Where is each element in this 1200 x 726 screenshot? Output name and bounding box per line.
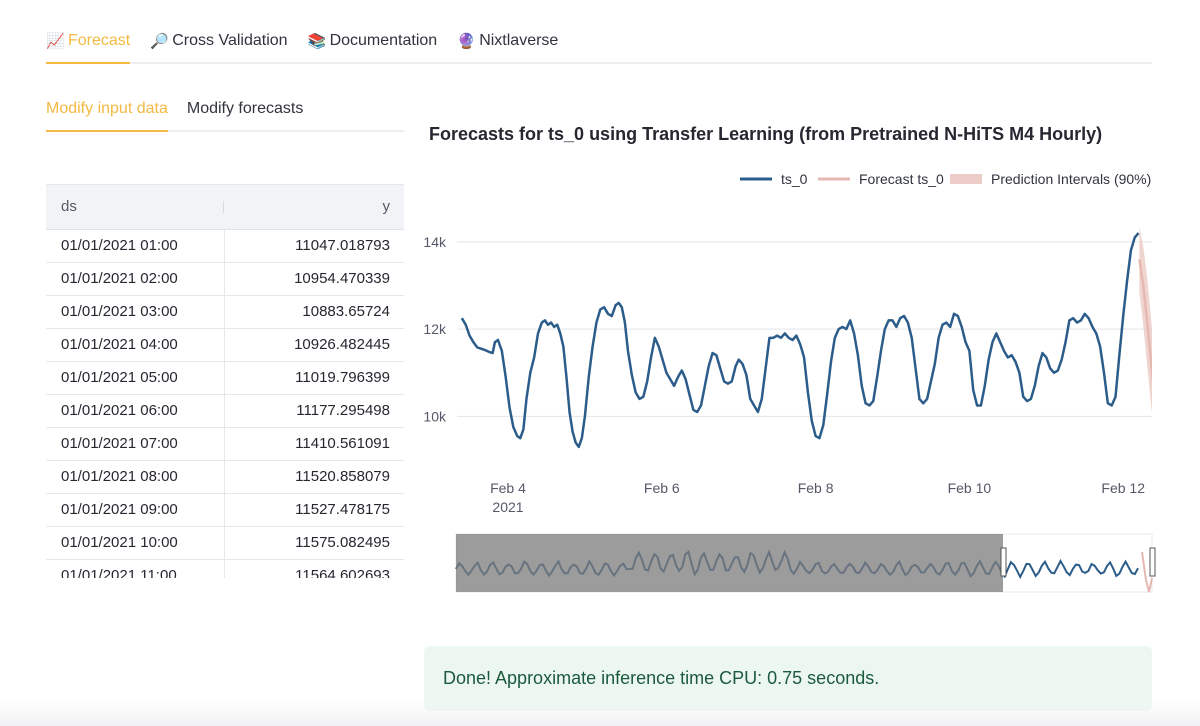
table-row: 01/01/2021 06:00 11177.295498 [46,394,404,428]
cell-ds[interactable]: 01/01/2021 06:00 [46,394,225,428]
table-row: 01/01/2021 02:00 10954.470339 [46,262,404,296]
tab-modify-forecasts[interactable]: Modify forecasts [186,100,304,117]
table-row: 01/01/2021 11:00 11564.602693 [46,559,404,578]
tab-modify-input-data[interactable]: Modify input data [46,88,168,132]
chart-gridlines [457,241,1152,417]
cell-ds[interactable]: 01/01/2021 03:00 [46,295,225,329]
chart-title: Forecasts for ts_0 using Transfer Learni… [429,124,1103,144]
cell-y[interactable]: 11564.602693 [224,559,404,578]
range-slider-forecast-line [1141,551,1153,593]
main-tab-bar: 📈 Forecast 🔎 Cross Validation 📚 Document… [46,20,1152,64]
cell-ds[interactable]: 01/01/2021 09:00 [46,493,225,527]
table-row: 01/01/2021 03:00 10883.65724 [46,295,404,329]
cell-ds[interactable]: 01/01/2021 02:00 [46,262,225,296]
table-row: 01/01/2021 07:00 11410.561091 [46,427,404,461]
cell-y[interactable]: 11410.561091 [224,427,404,461]
cell-ds[interactable]: 01/01/2021 07:00 [46,427,225,461]
y-tick-label: 10k [423,408,447,424]
legend-label-intervals: Prediction Intervals (90%) [991,171,1151,187]
input-tab-bar: Modify input data Modify forecasts [46,88,404,132]
y-tick-label: 12k [423,321,447,337]
chart-increasing-icon: 📈 [46,32,65,50]
crystal-ball-icon: 🔮 [457,32,476,50]
range-slider[interactable] [455,533,1156,593]
cell-y[interactable]: 10926.482445 [224,328,404,362]
table-row: 01/01/2021 10:00 11575.082495 [46,526,404,560]
x-tick-label: Feb 8 [798,480,834,496]
cell-y[interactable]: 10883.65724 [224,295,404,329]
range-slider-mask[interactable] [456,534,1003,592]
magnifier-icon: 🔎 [150,32,169,50]
chart-lines [460,232,1152,449]
tab-cross-validation[interactable]: 🔎 Cross Validation [150,20,287,62]
input-data-table[interactable]: ds y 01/01/2021 01:00 11047.018793 01/01/… [46,184,404,578]
tab-nixtlaverse-label: Nixtlaverse [479,32,559,49]
table-row: 01/01/2021 08:00 11520.858079 [46,460,404,494]
cell-y[interactable]: 10954.470339 [224,262,404,296]
table-row: 01/01/2021 09:00 11527.478175 [46,493,404,527]
y-tick-label: 14k [423,234,447,250]
tab-forecast-label: Forecast [68,32,131,49]
legend-label-forecast: Forecast ts_0 [859,171,944,187]
chart-legend[interactable]: ts_0 Forecast ts_0 Prediction Intervals … [740,171,1151,187]
cell-ds[interactable]: 01/01/2021 10:00 [46,526,225,560]
cell-y[interactable]: 11520.858079 [224,460,404,494]
x-tick-label: Feb 10 [948,480,992,496]
tab-forecast[interactable]: 📈 Forecast [46,20,131,64]
cell-ds[interactable]: 01/01/2021 04:00 [46,328,225,362]
x-tick-year-label: 2021 [492,499,523,515]
column-header-y[interactable]: y [224,185,404,230]
books-icon: 📚 [307,32,327,50]
table-header-row: ds y [46,185,404,230]
tab-documentation-label: Documentation [329,32,438,49]
status-message: Done! Approximate inference time CPU: 0.… [443,668,880,688]
x-tick-label: Feb 6 [644,480,680,496]
y-axis-ticks: 10k 12k 14k [423,234,447,425]
tab-cross-validation-label: Cross Validation [172,32,288,49]
cell-y[interactable]: 11575.082495 [224,526,404,560]
cell-ds[interactable]: 01/01/2021 05:00 [46,361,225,395]
cell-y[interactable]: 11019.796399 [224,361,404,395]
range-slider-handle[interactable] [1000,547,1007,577]
cell-y[interactable]: 11527.478175 [224,493,404,527]
column-header-ds[interactable]: ds [46,185,224,230]
table-row: 01/01/2021 04:00 10926.482445 [46,328,404,362]
forecast-chart[interactable]: ts_0 Forecast ts_0 Prediction Intervals … [420,160,1160,600]
cell-ds[interactable]: 01/01/2021 08:00 [46,460,225,494]
x-tick-label: Feb 12 [1101,480,1145,496]
cell-y[interactable]: 11047.018793 [224,229,404,263]
table-row: 01/01/2021 05:00 11019.796399 [46,361,404,395]
x-axis-ticks: Feb 4 Feb 6 Feb 8 Feb 10 Feb 12 2021 [490,480,1145,515]
table-row: 01/01/2021 01:00 11047.018793 [46,229,404,263]
legend-swatch-intervals [950,174,982,184]
x-tick-label: Feb 4 [490,480,526,496]
cell-ds[interactable]: 01/01/2021 01:00 [46,229,225,263]
ts0-series-line [460,232,1140,449]
tab-nixtlaverse[interactable]: 🔮 Nixtlaverse [457,20,558,62]
cell-ds[interactable]: 01/01/2021 11:00 [46,559,225,578]
bottom-fade [0,700,1200,726]
tab-documentation[interactable]: 📚 Documentation [308,20,438,62]
legend-label-ts0: ts_0 [781,171,808,187]
cell-y[interactable]: 11177.295498 [224,394,404,428]
forecast-series-line [1138,259,1152,384]
range-slider-handle[interactable] [1149,547,1156,577]
